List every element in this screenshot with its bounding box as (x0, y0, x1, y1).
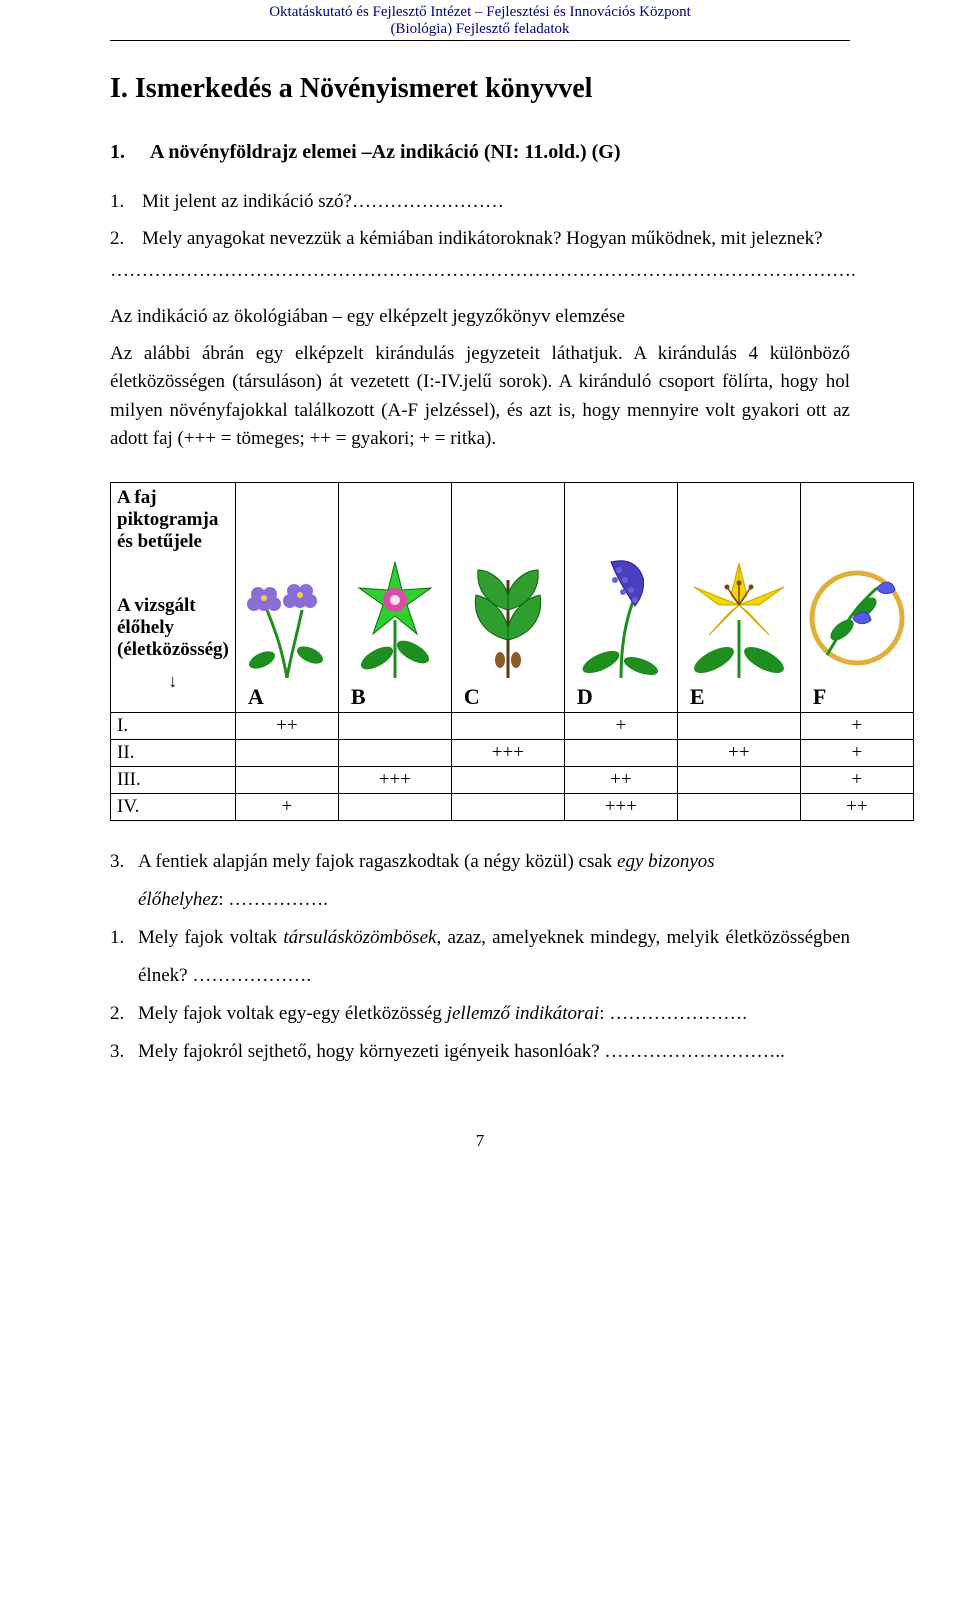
lily-flower-icon (684, 550, 794, 680)
sub-question-3-text: Mely fajokról sejthető, hogy környezeti … (138, 1033, 850, 1071)
section-1-number: 1. (110, 141, 150, 164)
cell: ++ (564, 766, 677, 793)
cell (677, 793, 800, 820)
cell: +++ (451, 739, 564, 766)
answer-line (352, 191, 504, 212)
table-row: III. +++ ++ + (111, 766, 914, 793)
table-row: II. +++ ++ + (111, 739, 914, 766)
question-3-text: A fentiek alapján mely fajok ragaszkodta… (138, 843, 850, 881)
cell (338, 712, 451, 739)
cell (451, 793, 564, 820)
sub-question-1: 1. Mely fajok voltak társulásközömbösek,… (110, 919, 850, 995)
question-2-text: Mely anyagokat nevezzük a kémiában indik… (142, 225, 850, 254)
answer-line-2: ………………………………………………………………………………………………………. (110, 257, 850, 286)
row-header-cell: A faj piktogramja és betűjele A vizsgált… (111, 482, 236, 712)
cell (338, 793, 451, 820)
sub-question-1-number: 1. (110, 919, 138, 995)
cell (235, 739, 338, 766)
question-3-number: 3. (110, 843, 138, 881)
cell: +++ (338, 766, 451, 793)
question-1-text: Mit jelent az indikáció szó? (142, 188, 850, 217)
question-3-line2: élőhelyhez: ……………. (110, 881, 850, 919)
page: Oktatáskutató és Fejlesztő Intézet – Fej… (0, 0, 960, 1191)
row-label: I. (111, 712, 236, 739)
question-2: 2. Mely anyagokat nevezzük a kémiában in… (110, 225, 850, 254)
col-letter-B: B (345, 684, 445, 710)
col-letter-C: C (458, 684, 558, 710)
table-row: I. ++ + + (111, 712, 914, 739)
pictogram-E: E (677, 482, 800, 712)
col-letter-E: E (684, 684, 794, 710)
section-subtitle: Az indikáció az ökológiában – egy elképz… (110, 306, 850, 328)
species-table: A faj piktogramja és betűjele A vizsgált… (110, 482, 914, 821)
section-1-label: A növényföldrajz elemei –Az indikáció (N… (150, 141, 850, 164)
cell: + (800, 766, 913, 793)
pictogram-row-label: A faj piktogramja és betűjele (117, 487, 229, 553)
row-label: III. (111, 766, 236, 793)
pictogram-D: D (564, 482, 677, 712)
cell: ++ (677, 739, 800, 766)
page-header: Oktatáskutató és Fejlesztő Intézet – Fej… (110, 0, 850, 41)
cell (338, 739, 451, 766)
question-1: 1. Mit jelent az indikáció szó? (110, 188, 850, 217)
sub-question-3: 3. Mely fajokról sejthető, hogy környeze… (110, 1033, 850, 1071)
followup-questions: 3. A fentiek alapján mely fajok ragaszko… (110, 843, 850, 1071)
question-3: 3. A fentiek alapján mely fajok ragaszko… (110, 843, 850, 881)
pictogram-row: A faj piktogramja és betűjele A vizsgált… (111, 482, 914, 712)
col-letter-D: D (571, 684, 671, 710)
down-arrow-icon: ↓ (117, 671, 229, 692)
cell: + (564, 712, 677, 739)
cell (451, 712, 564, 739)
vine-circle-icon (807, 560, 907, 680)
question-1-number: 1. (110, 188, 142, 217)
intro-paragraph: Az alábbi ábrán egy elképzelt kirándulás… (110, 340, 850, 454)
sub-question-3-number: 3. (110, 1033, 138, 1071)
sub-question-1-text: Mely fajok voltak társulásközömbösek, az… (138, 919, 850, 995)
col-letter-A: A (242, 684, 332, 710)
page-title: I. Ismerkedés a Növényismeret könyvvel (110, 73, 850, 105)
col-letter-F: F (807, 684, 907, 710)
cell: + (235, 793, 338, 820)
question-2-number: 2. (110, 225, 142, 254)
oak-leaves-icon (458, 550, 558, 680)
pictogram-C: C (451, 482, 564, 712)
cell: +++ (564, 793, 677, 820)
cell (677, 766, 800, 793)
page-number: 7 (110, 1131, 850, 1151)
habitat-row-label: A vizsgált élőhely (életközösség) (117, 595, 229, 661)
cell: ++ (235, 712, 338, 739)
cell (451, 766, 564, 793)
pictogram-F: F (800, 482, 913, 712)
sub-question-2-text: Mely fajok voltak egy-egy életközösség j… (138, 995, 850, 1033)
cell (564, 739, 677, 766)
sub-question-2-number: 2. (110, 995, 138, 1033)
star-flower-icon (345, 550, 445, 680)
cell: ++ (800, 793, 913, 820)
sub-question-2: 2. Mely fajok voltak egy-egy életközössé… (110, 995, 850, 1033)
table-row: IV. + +++ ++ (111, 793, 914, 820)
cell: + (800, 712, 913, 739)
cell (235, 766, 338, 793)
flower-cluster-icon (242, 560, 332, 680)
spike-flower-icon (571, 550, 671, 680)
pictogram-B: B (338, 482, 451, 712)
row-label: II. (111, 739, 236, 766)
cell (677, 712, 800, 739)
header-line-1: Oktatáskutató és Fejlesztő Intézet – Fej… (110, 4, 850, 21)
section-1-heading: 1. A növényföldrajz elemei –Az indikáció… (110, 141, 850, 164)
pictogram-A: A (235, 482, 338, 712)
cell: + (800, 739, 913, 766)
header-line-2: (Biológia) Fejlesztő feladatok (110, 21, 850, 38)
row-label: IV. (111, 793, 236, 820)
